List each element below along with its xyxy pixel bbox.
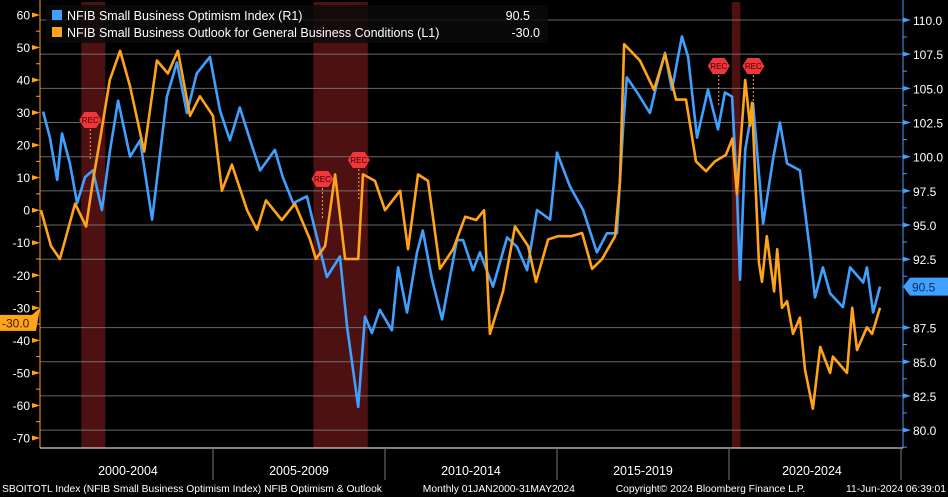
- period-label: 2015-2019: [613, 464, 673, 478]
- right-axis-label: 95.0: [913, 219, 937, 233]
- legend-swatch-optimism: [52, 10, 62, 20]
- recession-marker: [347, 152, 370, 168]
- recession-marker: [742, 58, 765, 74]
- footer-copyright: Copyright© 2024 Bloomberg Finance L.P.: [616, 484, 805, 495]
- footer-ticker: SBOITOTL Index (NFIB Small Business Opti…: [2, 484, 383, 495]
- left-axis-tick: [32, 45, 40, 50]
- right-axis-label: 107.5: [913, 48, 943, 62]
- right-axis-tick: [903, 51, 911, 57]
- left-axis-tick: [32, 272, 40, 278]
- left-axis-label: 50: [17, 41, 31, 55]
- right-axis-tick: [903, 188, 911, 194]
- optimism-last-value-tag: [903, 277, 948, 296]
- legend-value-optimism: 90.5: [506, 9, 530, 23]
- legend-label-optimism: NFIB Small Business Optimism Index (R1): [67, 9, 302, 23]
- right-axis-tick: [903, 393, 911, 399]
- right-axis-label: 102.5: [913, 117, 943, 131]
- right-axis-label: 110.0: [913, 14, 942, 28]
- left-axis-label: 20: [17, 139, 31, 153]
- footer-timestamp: 11-Jun-2024 06:39:01: [846, 484, 946, 495]
- gridlines: [40, 19, 903, 431]
- left-axis-tick: [32, 402, 40, 408]
- left-axis-label: -20: [13, 269, 31, 283]
- left-axis-label: -40: [13, 334, 31, 348]
- left-axis-label: -30: [13, 301, 31, 315]
- axes: 60 50 40 30 20 10 0 -10 -20 -30 -40 -50 -60 -70 110.0 1…: [0, 0, 948, 480]
- left-axis-label: -60: [13, 399, 31, 413]
- recession-marker: [311, 171, 334, 187]
- left-axis-tick: [32, 142, 40, 148]
- period-label: 2010-2014: [441, 464, 501, 478]
- right-axis-tick: [903, 256, 911, 262]
- left-axis-tick: [32, 337, 40, 343]
- right-axis-label: 80.0: [913, 424, 937, 438]
- left-axis-tick: [32, 12, 40, 18]
- right-axis-tick: [903, 359, 911, 365]
- right-axis-tick: [903, 427, 911, 433]
- left-axis-tick: [32, 110, 40, 116]
- recession-marker-label: REC: [745, 62, 762, 71]
- right-axis-label: 100.0: [913, 151, 943, 165]
- right-axis-label: 92.5: [913, 253, 937, 267]
- left-axis-tick: [32, 435, 40, 441]
- recession-marker: [79, 112, 102, 128]
- recession-marker-label: REC: [82, 116, 99, 125]
- left-axis-tick: [32, 240, 40, 246]
- left-axis-tick: [32, 305, 40, 311]
- left-axis-label: 10: [17, 171, 31, 185]
- recession-marker: [707, 58, 730, 74]
- legend-swatch-outlook: [52, 27, 62, 37]
- recession-markers: REC REC REC REC REC: [79, 58, 765, 219]
- left-axis-tick: [32, 370, 40, 376]
- period-label: 2005-2009: [269, 464, 329, 478]
- left-axis-tick: [32, 77, 40, 83]
- outlook-last-value-tag: [0, 307, 40, 331]
- right-axis-tick: [903, 85, 911, 91]
- outlook-line: [39, 42, 882, 410]
- left-axis-label: 30: [17, 106, 31, 120]
- left-axis-tick: [32, 175, 40, 181]
- optimism-last-value-label: 90.5: [912, 281, 936, 295]
- legend: NFIB Small Business Optimism Index (R1) …: [46, 5, 548, 43]
- footer: SBOITOTL Index (NFIB Small Business Opti…: [2, 484, 946, 495]
- recession-marker-label: REC: [710, 62, 727, 71]
- left-axis-label: -10: [13, 236, 31, 250]
- right-axis-tick: [903, 325, 911, 331]
- period-label: 2000-2004: [98, 464, 158, 478]
- legend-value-outlook: -30.0: [512, 26, 541, 40]
- right-axis-tick: [903, 17, 911, 23]
- period-labels: 2000-2004 2005-2009 2010-2014 2015-2019 …: [98, 464, 842, 478]
- period-label: 2020-2024: [782, 464, 842, 478]
- outlook-last-value-label: -30.0: [2, 316, 30, 330]
- right-axis-tick: [903, 222, 911, 228]
- series-lines: [39, 35, 882, 410]
- right-axis-label: 97.5: [913, 185, 937, 199]
- left-axis-tick: [32, 207, 40, 213]
- recession-marker-label: REC: [314, 175, 331, 184]
- right-axis-label: 105.0: [913, 82, 943, 96]
- footer-frequency: Monthly 01JAN2000-31MAY2024: [423, 484, 575, 495]
- left-axis-label: 60: [17, 8, 31, 22]
- optimism-index-line: [41, 35, 882, 409]
- recession-marker-label: REC: [350, 156, 367, 165]
- right-axis-tick: [903, 154, 911, 160]
- right-axis-tick: [903, 120, 911, 126]
- left-axis-label: -50: [13, 366, 31, 380]
- right-axis-label: 87.5: [913, 322, 937, 336]
- right-axis-label: 85.0: [913, 356, 937, 370]
- right-axis-label: 82.5: [913, 390, 937, 404]
- legend-background: [46, 5, 548, 43]
- legend-label-outlook: NFIB Small Business Outlook for General …: [67, 26, 439, 40]
- left-axis-label: 40: [17, 74, 31, 88]
- left-axis-label: -70: [13, 431, 31, 445]
- left-axis-label: 0: [23, 204, 30, 218]
